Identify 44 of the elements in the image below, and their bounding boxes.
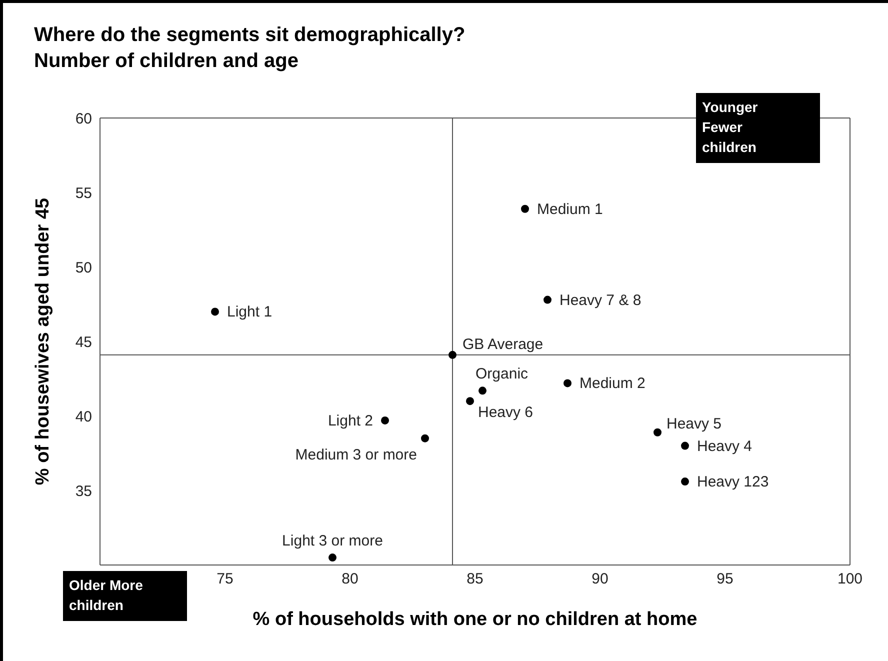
annotation: Medium 3 or more [295,446,417,464]
y-axis-title: % of housewives aged under 45 [32,197,54,486]
chart-title: Where do the segments sit demographically? [34,23,466,48]
point [381,416,389,424]
x-tick-label: 80 [342,570,358,588]
x-tick-label: 100 [837,570,863,588]
x-tick-label: 85 [466,570,484,588]
annotation: Light 2 [328,412,373,430]
y-tick-label: 40 [75,408,92,426]
annotation: Organic [476,366,529,383]
point [544,296,552,304]
annotation: Medium 2 [580,375,646,392]
point [681,442,689,450]
annotation: Heavy 5 [666,415,722,432]
annotation: Medium 1 [537,200,603,218]
y-tick-label: 60 [75,110,92,128]
annotation: Light 3 or more [282,532,383,550]
chart-subtitle: Number of children and age [34,49,300,74]
y-tick-label: 55 [75,184,92,202]
point [681,478,689,486]
point [478,386,486,395]
x-axis-title: % of households with one or no children at home [252,609,698,630]
point [654,428,662,436]
point [211,308,219,316]
point [564,379,572,388]
annotation: Heavy 123 [697,474,769,491]
point [448,350,456,359]
caption-box: Older More children [63,571,187,621]
annotation: Heavy 6 [478,404,534,422]
x-tick-label: 75 [216,570,234,588]
y-tick-label: 45 [75,334,92,351]
point [421,434,429,442]
x-tick-label: 90 [592,570,608,588]
annotation: GB Average [462,336,544,353]
point [328,554,336,562]
y-tick-label: 35 [75,482,92,500]
x-tick-label: 95 [716,570,734,588]
annotation: Heavy 7 & 8 [560,292,642,309]
point [466,397,474,406]
point [521,204,529,213]
y-tick-label: 50 [75,259,92,276]
annotation: Light 1 [227,304,272,321]
caption-box: Younger Fewer children [696,93,820,163]
annotation: Heavy 4 [697,438,752,455]
